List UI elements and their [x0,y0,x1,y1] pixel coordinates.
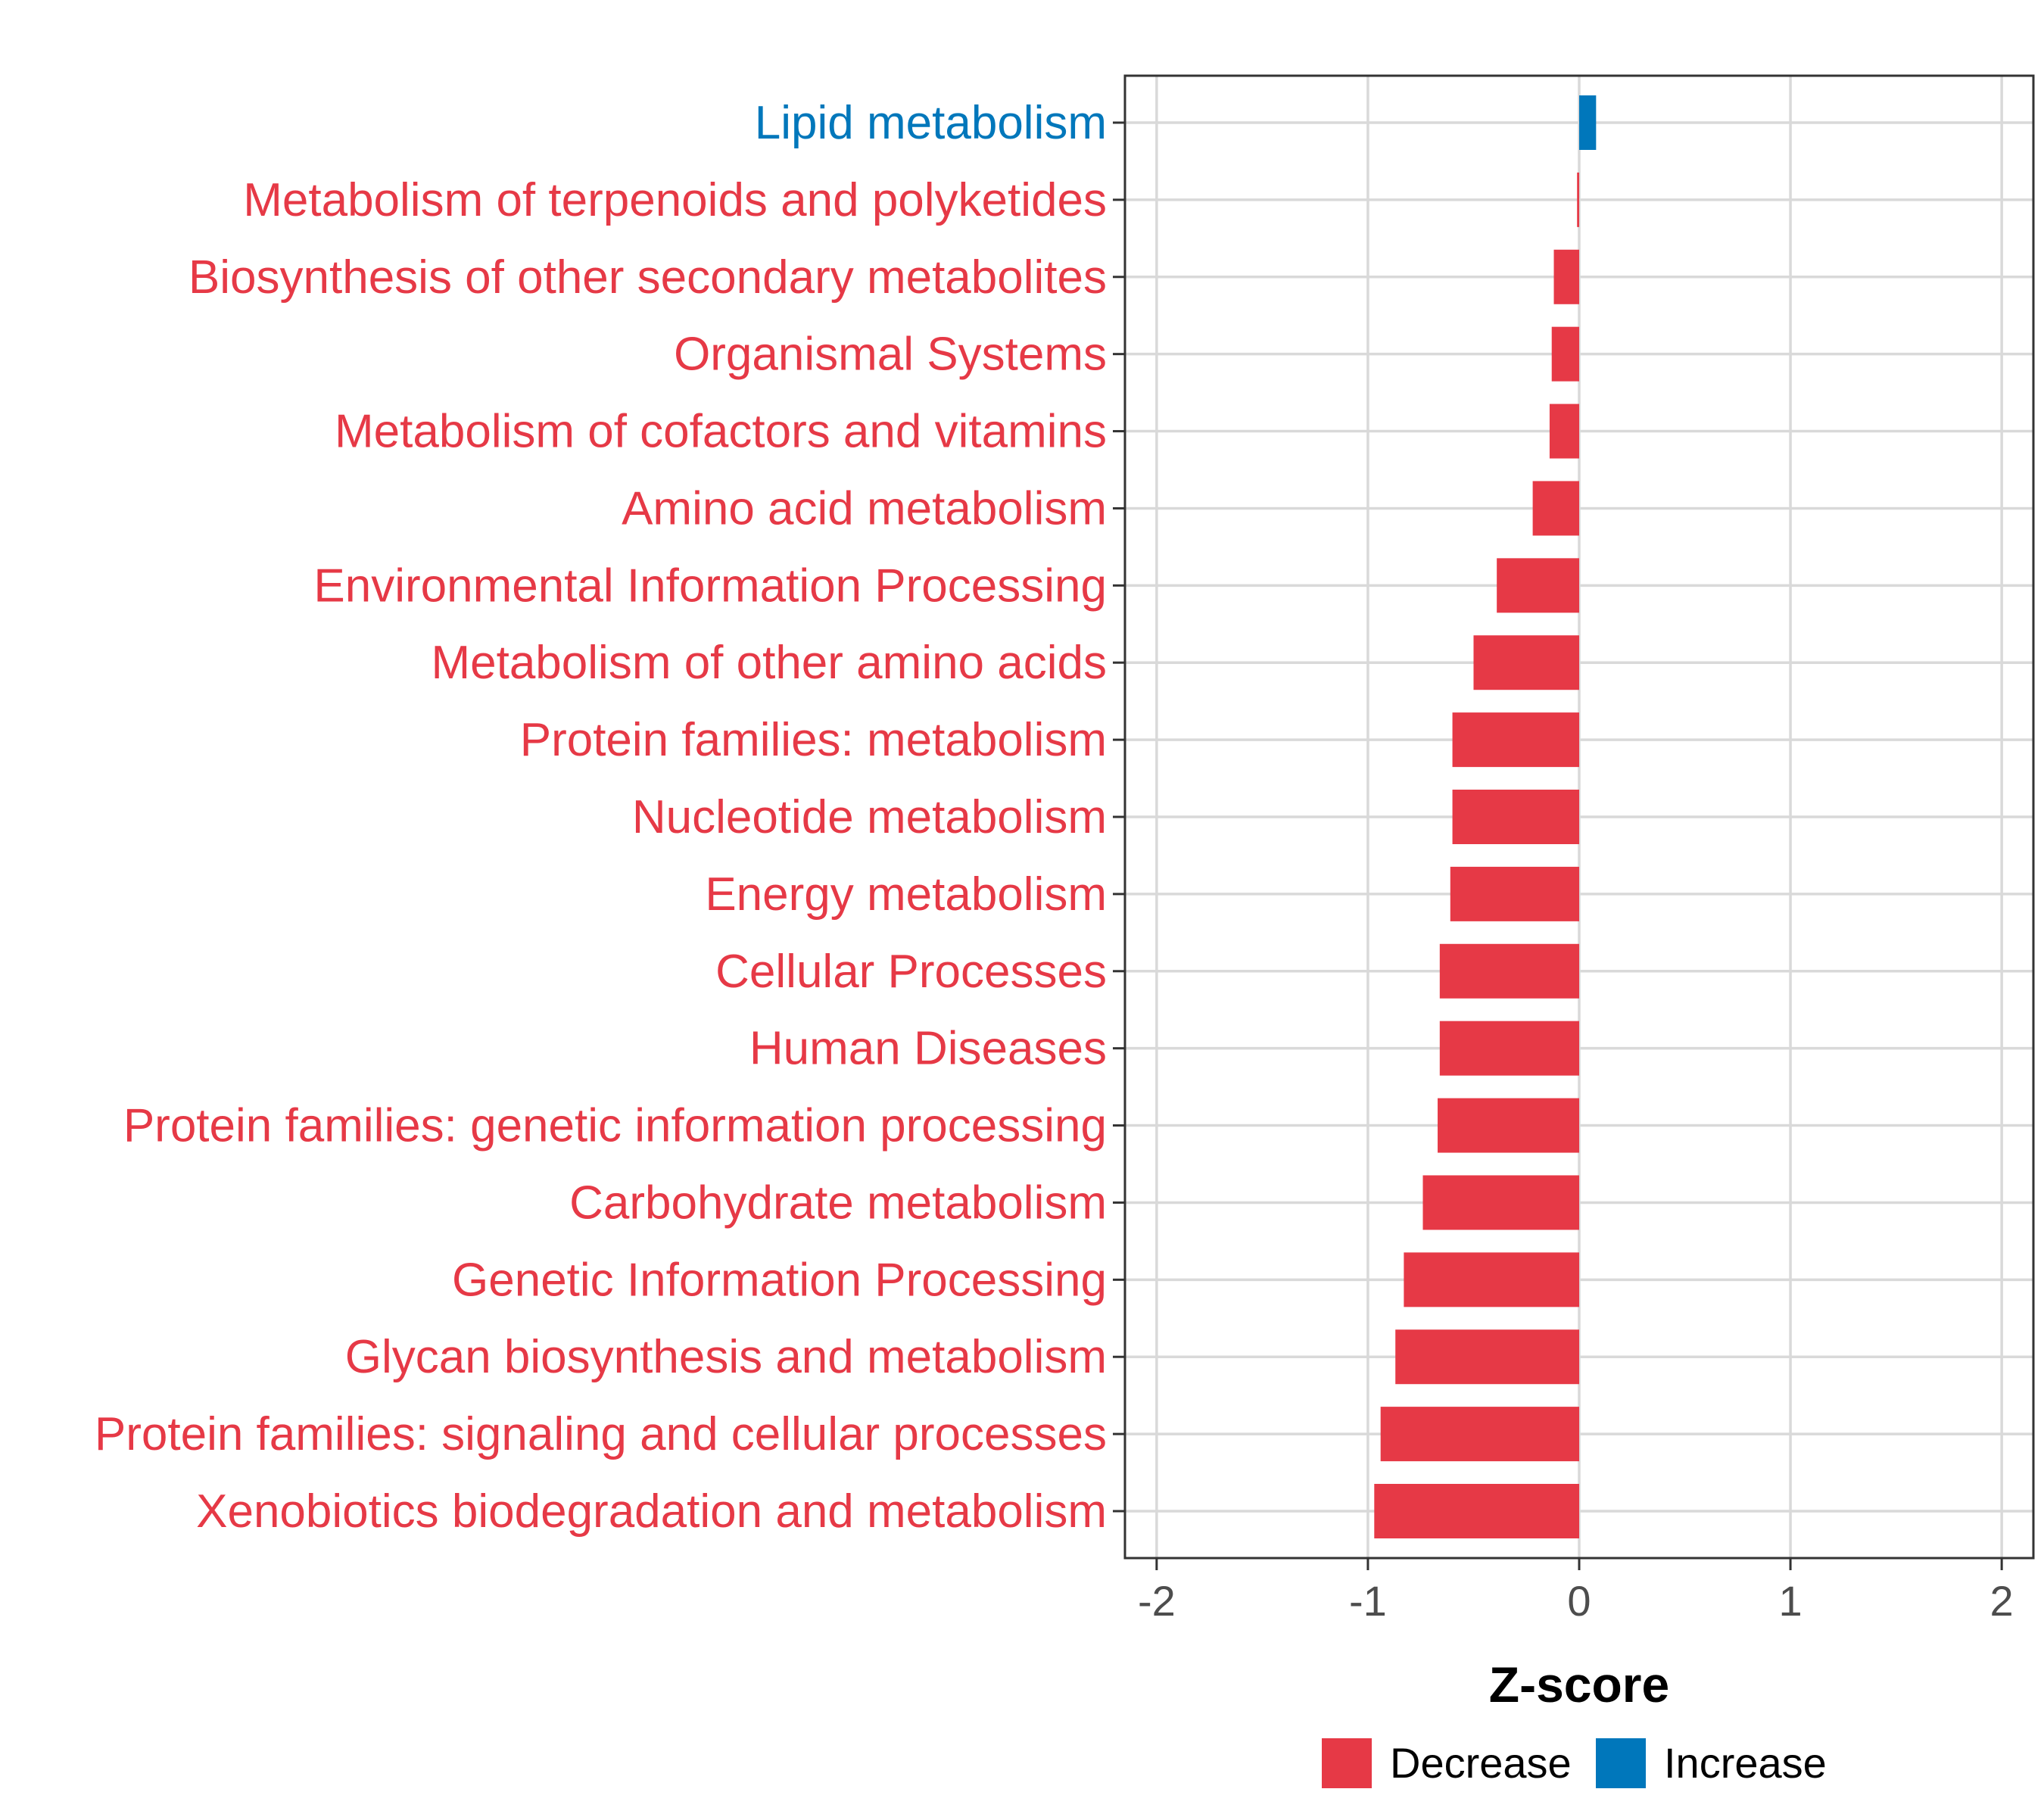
bar [1452,790,1579,844]
bar [1404,1252,1579,1307]
x-tick-label: 0 [1567,1577,1591,1625]
bar [1577,172,1579,227]
bar [1438,1098,1579,1153]
x-axis-title: Z-score [1489,1656,1669,1713]
category-label: Xenobiotics biodegradation and metabolis… [196,1485,1107,1538]
bar [1532,481,1579,536]
x-axis-ticks: -2 -1 0 1 2 [1113,121,2014,1625]
bar [1473,635,1579,690]
category-label: Environmental Information Processing [313,559,1107,612]
category-label: Human Diseases [749,1023,1107,1075]
bar [1439,943,1579,999]
x-tick-label: -2 [1138,1577,1176,1625]
category-label: Genetic Information Processing [452,1254,1107,1306]
bar [1380,1407,1579,1462]
category-label: Protein families: genetic information pr… [123,1100,1107,1152]
legend: Decrease Increase [1322,1738,1827,1788]
category-label: Glycan biosynthesis and metabolism [345,1331,1107,1383]
x-tick-label: -1 [1349,1577,1387,1625]
category-label: Lipid metabolism [755,97,1107,149]
legend-label: Decrease [1390,1739,1572,1787]
bar [1450,866,1579,921]
category-label: Protein families: signaling and cellular… [95,1408,1107,1460]
bar [1374,1484,1579,1538]
category-label: Metabolism of terpenoids and polyketides [243,174,1107,226]
category-label: Biosynthesis of other secondary metaboli… [189,251,1107,304]
legend-label: Increase [1664,1739,1827,1787]
bar [1579,95,1597,150]
category-label: Protein families: metabolism [520,714,1107,766]
x-tick-label: 2 [1990,1577,2014,1625]
bar [1551,326,1579,382]
category-labels: Lipid metabolism Metabolism of terpenoids… [95,97,1107,1538]
bar [1553,249,1579,304]
category-label: Amino acid metabolism [622,482,1107,535]
bars [1374,95,1597,1538]
bar [1549,404,1579,459]
bar [1439,1021,1579,1076]
category-label: Energy metabolism [705,868,1107,921]
legend-swatch [1322,1738,1372,1788]
category-label: Metabolism of cofactors and vitamins [335,406,1107,458]
category-label: Organismal Systems [674,329,1107,381]
bar [1452,712,1579,768]
category-label: Nucleotide metabolism [632,791,1107,843]
x-tick-label: 1 [1778,1577,1802,1625]
legend-swatch [1596,1738,1646,1788]
category-label: Carbohydrate metabolism [569,1177,1107,1229]
bar [1395,1329,1579,1385]
bar [1497,558,1579,613]
category-label: Cellular Processes [715,946,1107,998]
category-label: Metabolism of other amino acids [431,637,1107,689]
bar [1422,1175,1579,1230]
